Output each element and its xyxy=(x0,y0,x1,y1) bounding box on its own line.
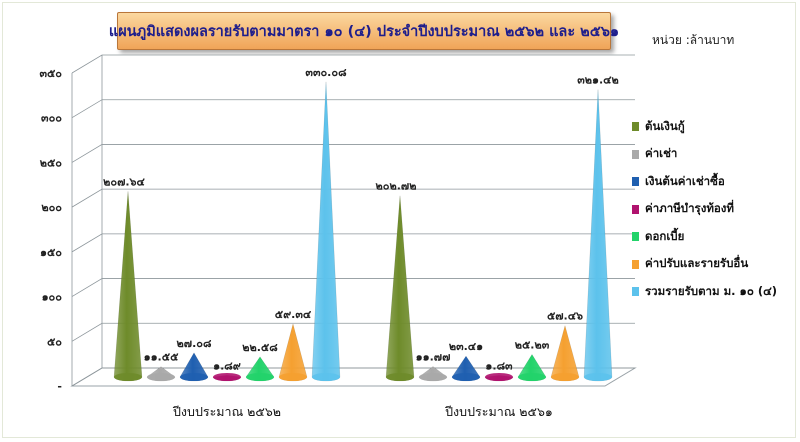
cone-base xyxy=(279,373,307,381)
legend-swatch xyxy=(632,232,639,242)
data-label: ๓๒๑.๔๒ xyxy=(577,74,619,87)
legend-item: รวมรายรับตาม ม. ๑๐ (๔) xyxy=(632,278,777,306)
data-label: ๒๐๒.๗๒ xyxy=(376,180,417,193)
cone-base xyxy=(213,373,241,381)
y-axis: - ๕๐ ๑๐๐ ๑๕๐ ๒๐๐ ๒๕๐ ๓๐๐ ๓๕๐ xyxy=(39,67,62,393)
y-tick-label: ๑๕๐ xyxy=(40,246,62,259)
legend-item: ค่าภาษีบำรุงท้องที่ xyxy=(632,196,777,224)
cone-base xyxy=(485,373,513,381)
legend-label: ค่าเช่า xyxy=(645,146,678,161)
x-axis: ปีงบประมาณ ๒๕๖๒ ปีงบประมาณ ๒๕๖๑ xyxy=(173,404,553,419)
data-label: ๒๓.๔๑ xyxy=(449,340,483,353)
data-label: ๓๓๐.๐๘ xyxy=(305,66,347,79)
cone-base xyxy=(551,373,579,381)
legend-label: รวมรายรับตาม ม. ๑๐ (๔) xyxy=(645,283,778,298)
legend-swatch xyxy=(632,287,639,297)
legend-item: ต้นเงินกู้ xyxy=(632,113,777,141)
legend-label: ค่าภาษีบำรุงท้องที่ xyxy=(645,201,735,216)
cone-base xyxy=(312,373,340,381)
data-label: ๑๑.๕๕ xyxy=(144,351,179,364)
legend-label: ดอกเบี้ย xyxy=(645,228,685,243)
legend-swatch xyxy=(632,177,639,187)
cone-base xyxy=(518,373,546,381)
y-tick-label: - xyxy=(57,380,62,393)
y-tick-label: ๕๐ xyxy=(47,335,62,348)
x-category-label: ปีงบประมาณ ๒๕๖๑ xyxy=(445,404,553,419)
x-category-label: ปีงบประมาณ ๒๕๖๒ xyxy=(173,404,281,419)
legend-swatch xyxy=(632,204,639,214)
chart-walls xyxy=(70,54,637,387)
legend-item: ค่าปรับและรายรับอื่น xyxy=(632,251,777,279)
cone-base xyxy=(584,373,612,381)
y-tick-label: ๓๕๐ xyxy=(39,67,62,80)
chart-title: แผนภูมิแสดงผลรายรับตามมาตรา ๑๐ (๔) ประจำ… xyxy=(108,23,620,40)
cone-base xyxy=(147,373,175,381)
legend-swatch xyxy=(632,122,639,132)
chart-legend: ต้นเงินกู้ค่าเช่าเงินต้นค่าเช่าซื้อค่าภา… xyxy=(632,113,777,306)
data-label: ๒๐๗.๖๔ xyxy=(103,175,145,188)
data-label: ๑๑.๗๗ xyxy=(416,350,451,363)
legend-item: เงินต้นค่าเช่าซื้อ xyxy=(632,168,777,196)
data-label: ๕๙.๓๔ xyxy=(275,308,312,321)
legend-label: ค่าปรับและรายรับอื่น xyxy=(645,256,749,271)
y-tick-label: ๒๐๐ xyxy=(41,201,62,214)
cone-base xyxy=(246,373,274,381)
data-label: ๒๗.๐๘ xyxy=(177,337,212,350)
cone-base xyxy=(386,373,414,381)
legend-swatch xyxy=(632,149,639,159)
chart-frame xyxy=(2,2,796,438)
legend-item: ค่าเช่า xyxy=(632,141,777,169)
legend-label: ต้นเงินกู้ xyxy=(645,118,685,133)
unit-label: หน่วย :ล้านบาท xyxy=(652,33,735,47)
data-label: ๕๗.๔๖ xyxy=(547,310,583,323)
cone-base xyxy=(419,373,447,381)
legend-item: ดอกเบี้ย xyxy=(632,223,777,251)
cone-base xyxy=(114,373,142,381)
legend-label: เงินต้นค่าเช่าซื้อ xyxy=(645,173,725,188)
data-label: ๒๕.๒๓ xyxy=(515,338,550,351)
cone-base xyxy=(180,373,208,381)
data-label: ๑.๘๙ xyxy=(213,359,241,372)
cone-base xyxy=(452,373,480,381)
y-tick-label: ๓๐๐ xyxy=(41,112,62,125)
y-tick-label: ๒๕๐ xyxy=(40,156,63,169)
chart-title-box: แผนภูมิแสดงผลรายรับตามมาตรา ๑๐ (๔) ประจำ… xyxy=(109,12,619,50)
chart-cones xyxy=(113,81,613,382)
legend-swatch xyxy=(632,259,639,269)
y-tick-label: ๑๐๐ xyxy=(42,291,63,304)
data-label: ๑.๘๓ xyxy=(485,359,513,372)
data-label: ๒๒.๕๘ xyxy=(242,341,278,354)
